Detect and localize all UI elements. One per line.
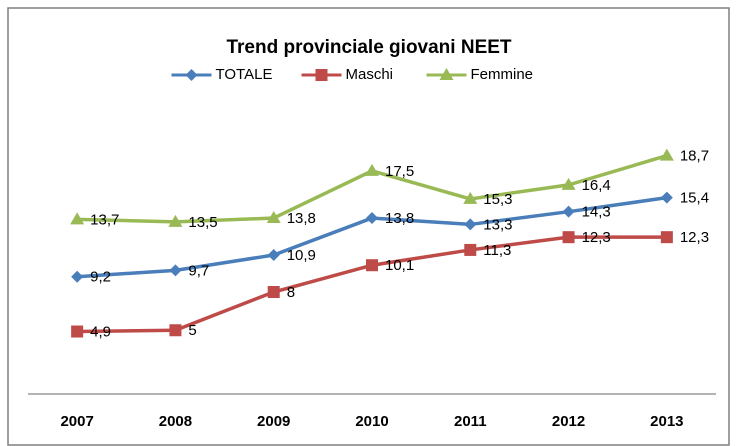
marker — [169, 264, 182, 277]
data-label: 13,7 — [90, 211, 119, 228]
data-label: 13,5 — [188, 214, 217, 231]
marker — [366, 212, 378, 225]
data-label: 15,4 — [680, 190, 709, 207]
marker — [168, 214, 183, 227]
marker — [561, 177, 576, 190]
chart-frame — [7, 7, 730, 446]
x-tick-label: 2011 — [454, 413, 487, 430]
marker — [562, 231, 575, 244]
x-tick-label: 2007 — [60, 413, 93, 430]
data-label: 8 — [287, 284, 295, 301]
data-label: 10,9 — [287, 247, 316, 264]
marker — [660, 191, 673, 204]
legend-label: Femmine — [471, 66, 534, 83]
marker — [562, 205, 575, 218]
marker — [463, 191, 478, 204]
marker — [266, 211, 281, 224]
data-label: 5 — [188, 322, 196, 339]
marker — [659, 148, 674, 161]
marker — [267, 286, 280, 298]
marker — [464, 243, 477, 256]
data-label: 12,3 — [680, 229, 709, 246]
data-label: 13,8 — [287, 210, 316, 227]
data-label: 13,8 — [385, 210, 414, 227]
data-label: 9,7 — [188, 262, 209, 279]
x-tick-label: 2009 — [257, 413, 290, 430]
x-tick-label: 2012 — [552, 413, 585, 430]
data-label: 9,2 — [90, 269, 111, 286]
data-label: 11,3 — [483, 242, 511, 259]
data-label: 13,3 — [483, 216, 512, 233]
legend-marker — [185, 69, 198, 81]
marker — [366, 259, 378, 272]
x-tick-label: 2013 — [650, 413, 683, 430]
legend-marker — [315, 69, 328, 81]
data-label: 10,1 — [385, 257, 414, 274]
marker — [169, 324, 182, 337]
legend-label: TOTALE — [216, 66, 273, 83]
legend-label: Maschi — [346, 66, 394, 83]
marker — [365, 163, 379, 176]
data-label: 17,5 — [385, 163, 414, 180]
x-tick-label: 2008 — [159, 413, 192, 430]
data-label: 4,9 — [90, 323, 111, 340]
marker — [71, 325, 84, 338]
marker — [464, 218, 477, 231]
legend-marker — [439, 68, 454, 80]
marker — [660, 231, 673, 244]
data-label: 12,3 — [582, 229, 611, 246]
data-label: 15,3 — [483, 191, 512, 208]
data-label: 18,7 — [680, 148, 709, 165]
chart-title: Trend provinciale giovani NEET — [226, 37, 511, 58]
marker — [70, 212, 85, 225]
x-tick-label: 2010 — [355, 413, 388, 430]
data-label: 16,4 — [582, 177, 611, 194]
marker — [71, 270, 84, 283]
data-label: 14,3 — [582, 204, 611, 221]
marker — [267, 249, 280, 262]
